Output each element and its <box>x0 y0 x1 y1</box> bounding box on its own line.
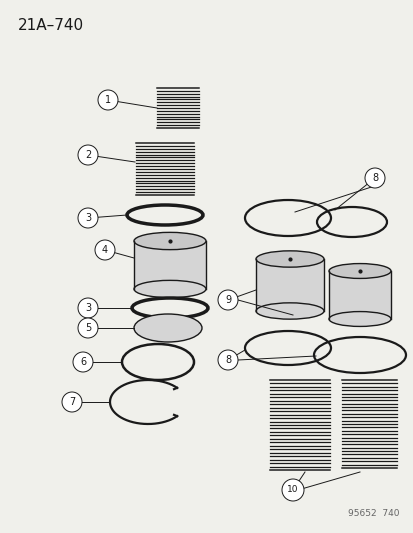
Text: 10: 10 <box>287 486 298 495</box>
Text: 3: 3 <box>85 213 91 223</box>
Text: 3: 3 <box>85 303 91 313</box>
Bar <box>134 241 206 289</box>
Text: 8: 8 <box>371 173 377 183</box>
Circle shape <box>95 240 115 260</box>
Bar <box>328 271 390 319</box>
Circle shape <box>218 350 237 370</box>
Ellipse shape <box>328 312 390 326</box>
Text: 21A–740: 21A–740 <box>18 18 84 33</box>
Ellipse shape <box>255 251 323 267</box>
Text: 1: 1 <box>104 95 111 105</box>
Ellipse shape <box>134 280 206 297</box>
Ellipse shape <box>328 263 390 278</box>
Circle shape <box>218 290 237 310</box>
Text: 8: 8 <box>224 355 230 365</box>
Text: 9: 9 <box>224 295 230 305</box>
Text: 6: 6 <box>80 357 86 367</box>
Circle shape <box>364 168 384 188</box>
Text: 4: 4 <box>102 245 108 255</box>
Ellipse shape <box>255 303 323 319</box>
Ellipse shape <box>134 232 206 249</box>
Circle shape <box>78 145 98 165</box>
Bar <box>255 259 323 311</box>
Text: 5: 5 <box>85 323 91 333</box>
Circle shape <box>281 479 303 501</box>
Ellipse shape <box>134 314 202 342</box>
Circle shape <box>78 208 98 228</box>
Circle shape <box>98 90 118 110</box>
Text: 95652  740: 95652 740 <box>348 509 399 518</box>
Circle shape <box>78 318 98 338</box>
Circle shape <box>73 352 93 372</box>
Text: 7: 7 <box>69 397 75 407</box>
Circle shape <box>62 392 82 412</box>
Circle shape <box>78 298 98 318</box>
Text: 2: 2 <box>85 150 91 160</box>
